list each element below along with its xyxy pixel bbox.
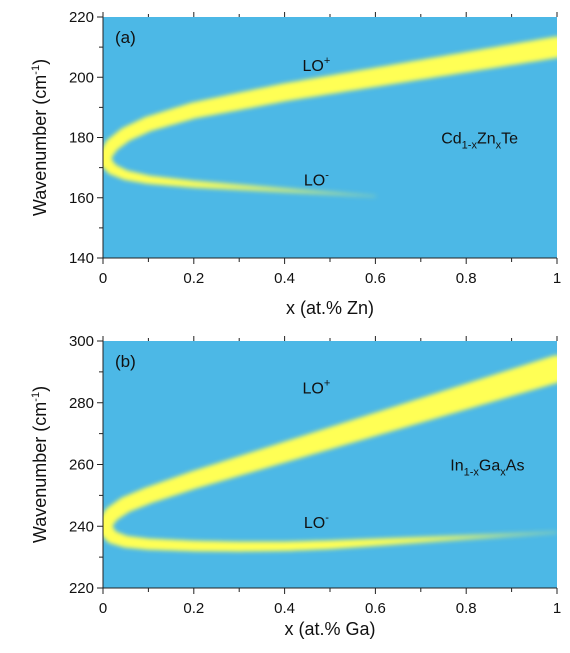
compound-part: Ga (479, 458, 500, 475)
axes-a: 0 0.2 0.4 0.6 0.8 1 140 160 180 200 220 (69, 9, 561, 287)
y-tick-label: 280 (69, 395, 94, 412)
annotation-lo-sup: + (324, 377, 330, 389)
x-tick-label: 1 (553, 270, 561, 287)
x-axis-title-a: x (at.% Zn) (286, 298, 374, 318)
x-tick-label: 0.8 (456, 600, 477, 617)
compound-part: 1-x (462, 140, 478, 152)
compound-label-b: In1-xGaxAs (450, 458, 524, 479)
y-axis-title-sup: -1 (30, 65, 42, 75)
x-tick-label: 0.4 (274, 600, 295, 617)
compound-part: Cd (441, 131, 461, 148)
x-tick-label: 0 (99, 600, 107, 617)
band-segment (539, 355, 557, 384)
x-axis-title-b: x (at.% Ga) (284, 619, 375, 639)
annotation-lo-text: LO (304, 173, 325, 190)
band-series-lo-plus (103, 36, 557, 165)
y-tick-label: 240 (69, 518, 94, 535)
compound-part: 1-x (464, 467, 480, 479)
y-tick-label: 200 (69, 69, 94, 86)
compound-part: Zn (477, 131, 496, 148)
panel-label-a: (a) (115, 28, 136, 47)
x-tick-label: 0 (99, 270, 107, 287)
x-tick-label: 0.2 (183, 600, 204, 617)
compound-part: Te (501, 131, 518, 148)
y-axis-title-main: Wavenumber (cm (30, 75, 50, 216)
y-axis-title-b: Wavenumber (cm-1) (30, 386, 50, 543)
annotation-lo-minus-a: LO- (304, 170, 329, 190)
annotation-lo-text: LO (304, 515, 325, 532)
panel-b: 0 0.2 0.4 0.6 0.8 1 220 240 260 280 300 (b) x (at.… (30, 333, 561, 639)
y-axis-title-main: Wavenumber (cm (30, 402, 50, 543)
bands-b (103, 355, 557, 552)
annotation-lo-minus-b: LO- (304, 512, 329, 532)
x-tick-label: 0.6 (365, 600, 386, 617)
annotation-lo-plus-b: LO+ (302, 377, 330, 397)
y-tick-label: 140 (69, 250, 94, 267)
x-tick-label: 0.6 (365, 270, 386, 287)
compound-part: x (500, 467, 506, 479)
annotation-lo-plus-a: LO+ (302, 55, 330, 75)
y-tick-label: 160 (69, 190, 94, 207)
panel-label-b: (b) (115, 352, 136, 371)
panel-a: 0 0.2 0.4 0.6 0.8 1 140 160 180 200 220 (a) x (at.… (30, 9, 561, 318)
compound-part: x (496, 140, 502, 152)
annotation-lo-sup: - (325, 170, 329, 182)
axes-b: 0 0.2 0.4 0.6 0.8 1 220 240 260 280 300 (69, 333, 561, 617)
x-tick-label: 1 (553, 600, 561, 617)
annotation-lo-text: LO (302, 58, 323, 75)
band-series-lo-minus (103, 152, 377, 198)
compound-part: As (506, 458, 525, 475)
x-tick-label: 0.8 (456, 270, 477, 287)
y-axis-title-a: Wavenumber (cm-1) (30, 59, 50, 216)
y-axis-title-end: ) (30, 59, 50, 65)
y-tick-label: 300 (69, 333, 94, 350)
x-tick-label: 0.4 (274, 270, 295, 287)
annotation-lo-text: LO (302, 380, 323, 397)
y-tick-label: 260 (69, 457, 94, 474)
band-series-lo-minus (103, 519, 557, 552)
y-tick-label: 180 (69, 130, 94, 147)
compound-part: In (450, 458, 463, 475)
annotation-lo-sup: - (325, 512, 329, 524)
y-tick-label: 220 (69, 9, 94, 26)
compound-label-a: Cd1-xZnxTe (441, 131, 518, 152)
band-segment (542, 36, 557, 59)
y-axis-title-end: ) (30, 386, 50, 392)
bands-a (103, 36, 557, 198)
y-axis-title-sup: -1 (30, 392, 42, 402)
annotation-lo-sup: + (324, 55, 330, 67)
y-tick-label: 220 (69, 580, 94, 597)
x-tick-label: 0.2 (183, 270, 204, 287)
